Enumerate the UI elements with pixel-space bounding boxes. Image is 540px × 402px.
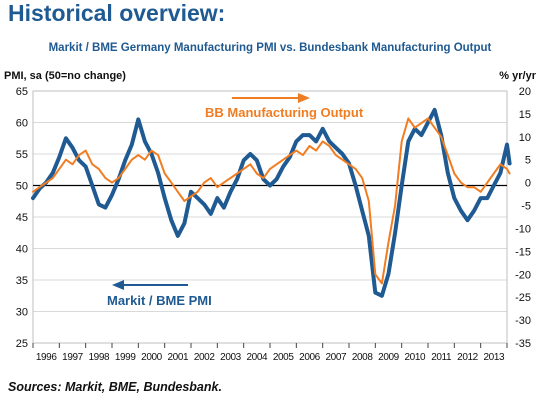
x-tick-label: 2013 (484, 352, 505, 363)
annotation-pmi-arrow (112, 280, 188, 290)
y-axis-right-label: % yr/yr (499, 70, 536, 82)
y-left-tick-label: 55 (16, 149, 28, 161)
x-tick-label: 2007 (326, 352, 347, 363)
y-right-tick-label: -25 (515, 292, 531, 304)
y-axis-left-label: PMI, sa (50=no change) (4, 70, 126, 82)
x-tick-label: 2001 (168, 352, 189, 363)
y-left-tick-label: 40 (16, 244, 28, 256)
annotations: PMI, sa (50=no change) % yr/yr BB Manufa… (4, 70, 537, 308)
y-left-tick-label: 45 (16, 212, 28, 224)
chart-title: Markit / BME Germany Manufacturing PMI v… (48, 42, 492, 54)
x-tick-label: 2012 (457, 352, 478, 363)
x-tick-label: 2009 (378, 352, 399, 363)
y-right-tick-label: 5 (525, 155, 531, 167)
x-tick-label: 2003 (220, 352, 241, 363)
y-right-tick-label: -5 (521, 201, 531, 213)
series-line-pmi (31, 107, 512, 298)
y-left-tick-label: 25 (16, 338, 28, 350)
y-right-tick-label: -10 (515, 223, 531, 235)
y-right-tick-label: 10 (519, 132, 531, 144)
x-tick-label: 2006 (299, 352, 320, 363)
chart-canvas: 25 30 35 40 45 50 55 60 65 -35 -30 -25 -20 -15 -10 -5 0 5… (4, 70, 537, 363)
x-tick-label: 2010 (405, 352, 426, 363)
y-left-tick-label: 60 (16, 118, 28, 130)
x-tick-label: 1996 (36, 352, 57, 363)
annotation-output-arrow (232, 93, 310, 103)
annotation-pmi: Markit / BME PMI (107, 293, 212, 308)
x-tick-label: 2002 (194, 352, 215, 363)
y-right-tick-label: -30 (515, 315, 531, 327)
y-left-tick-label: 35 (16, 275, 28, 287)
y-left-tick-label: 30 (16, 307, 28, 319)
y-right-tick-label: 15 (519, 109, 531, 121)
source-note: Sources: Markit, BME, Bundesbank. (8, 380, 222, 394)
axes: 25 30 35 40 45 50 55 60 65 -35 -30 -25 -20 -15 -10 -5 0 5… (16, 86, 531, 363)
x-tick-label: 1998 (89, 352, 110, 363)
x-tick-label: 1997 (62, 352, 83, 363)
series-lines (31, 107, 512, 298)
y-left-tick-label: 65 (16, 86, 28, 98)
y-right-tick-label: 20 (519, 86, 531, 98)
x-tick-label: 2000 (141, 352, 162, 363)
series-line-output (32, 117, 511, 285)
x-tick-label: 2004 (247, 352, 268, 363)
y-right-tick-label: -20 (515, 269, 531, 281)
y-left-tick-label: 50 (16, 181, 28, 193)
y-right-tick-label: -15 (515, 246, 531, 258)
y-right-tick-label: -35 (515, 338, 531, 350)
x-tick-label: 2008 (352, 352, 373, 363)
x-tick-label: 2005 (273, 352, 294, 363)
x-tick-label: 2011 (431, 352, 452, 363)
y-right-tick-label: 0 (525, 178, 531, 190)
x-tick-label: 1999 (115, 352, 136, 363)
annotation-output: BB Manufacturing Output (205, 105, 364, 120)
page-title: Historical overview: (8, 0, 226, 26)
